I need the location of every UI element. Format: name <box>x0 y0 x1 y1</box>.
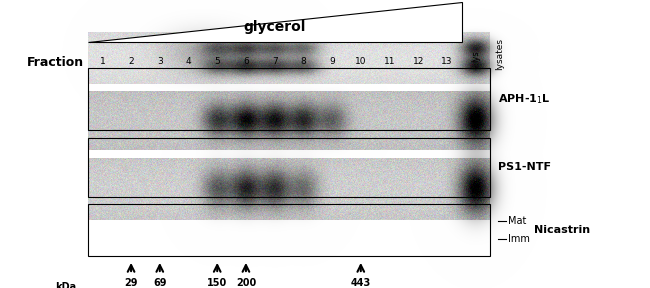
Text: kDa: kDa <box>55 282 77 288</box>
Text: 1: 1 <box>99 58 105 67</box>
Text: 11: 11 <box>384 58 395 67</box>
Text: 10: 10 <box>355 58 367 67</box>
Text: 7: 7 <box>272 58 278 67</box>
Text: lys: lys <box>471 50 480 62</box>
Polygon shape <box>88 2 462 42</box>
Text: 443: 443 <box>350 278 371 288</box>
Text: 8: 8 <box>300 58 306 67</box>
Text: 4: 4 <box>186 58 191 67</box>
Text: PS1-NTF: PS1-NTF <box>498 162 551 173</box>
Text: 12: 12 <box>413 58 424 67</box>
Text: APH-1$_1$L: APH-1$_1$L <box>498 92 551 106</box>
Text: 29: 29 <box>124 278 138 288</box>
Text: Mat: Mat <box>508 216 526 226</box>
Bar <box>88 68 490 130</box>
Bar <box>88 204 490 256</box>
Text: glycerol: glycerol <box>244 20 306 34</box>
Text: Imm: Imm <box>508 234 530 244</box>
Text: 69: 69 <box>153 278 166 288</box>
Text: 200: 200 <box>236 278 256 288</box>
Bar <box>88 138 490 197</box>
Text: 150: 150 <box>207 278 227 288</box>
Text: 5: 5 <box>214 58 220 67</box>
Text: 6: 6 <box>243 58 249 67</box>
Text: 2: 2 <box>128 58 134 67</box>
Text: Nicastrin: Nicastrin <box>534 225 590 235</box>
Text: 3: 3 <box>157 58 162 67</box>
Text: Fraction: Fraction <box>27 56 84 69</box>
Text: 13: 13 <box>441 58 452 67</box>
Text: 9: 9 <box>329 58 335 67</box>
Text: lysates: lysates <box>495 38 504 70</box>
